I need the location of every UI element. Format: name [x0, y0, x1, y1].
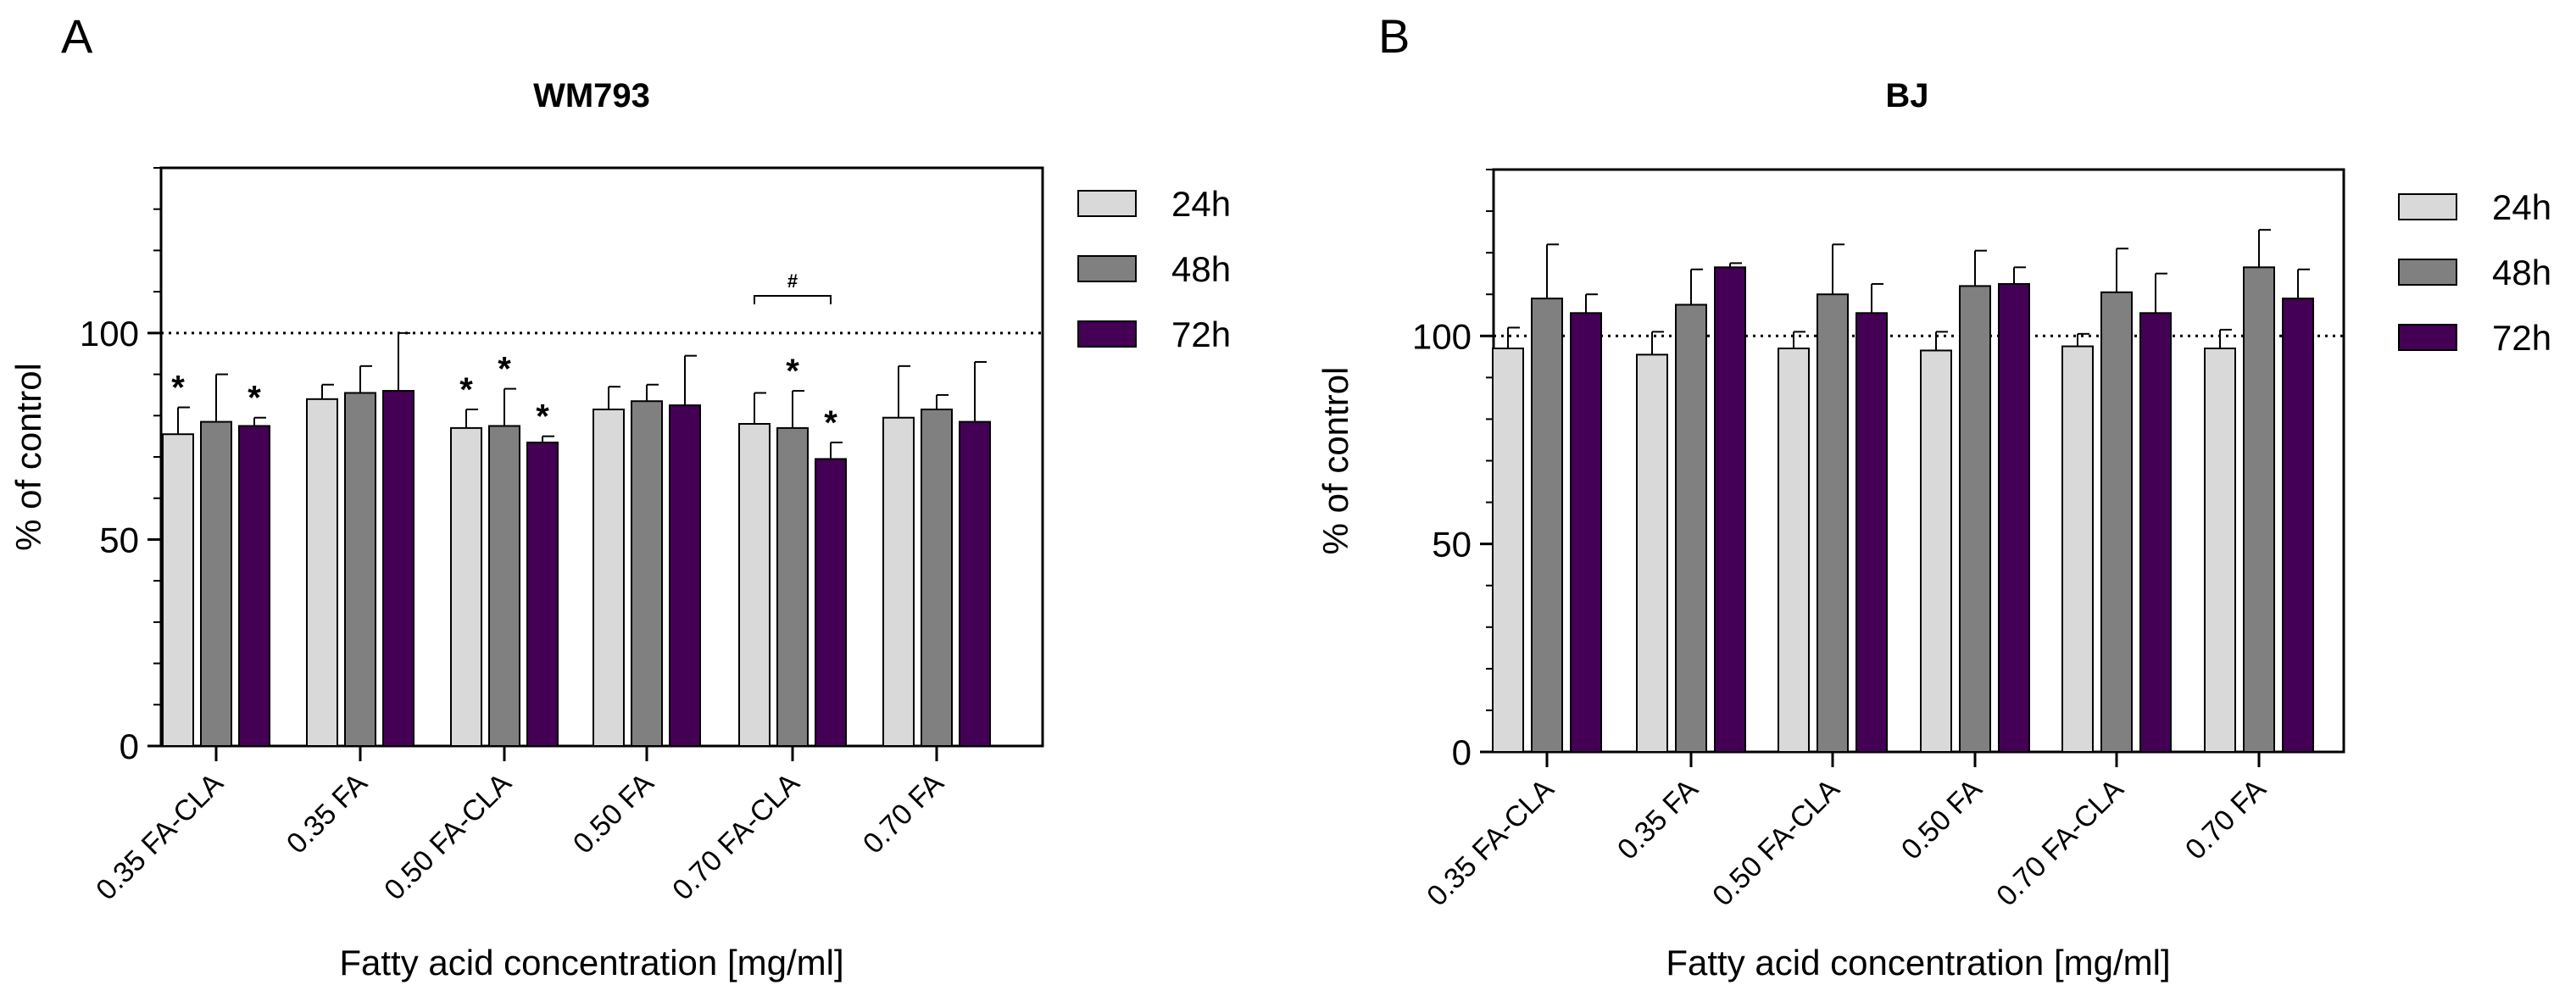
bar-24h	[2204, 348, 2236, 753]
x-axis-label: Fatty acid concentration [mg/ml]	[339, 943, 843, 983]
legend-label-24h: 24h	[2492, 187, 2551, 227]
bar-24h	[738, 423, 771, 747]
bracket-mark: #	[787, 270, 798, 292]
legend-swatch-48h	[2398, 259, 2457, 286]
bar-48h	[488, 425, 520, 747]
significance-star: *	[171, 370, 185, 407]
bar-48h	[344, 392, 376, 747]
panel-a-chart: A WM793 0 50 100 % of control 0.35 FA-CLA 0.35 …	[8, 9, 1231, 983]
x-category-label: 0.70 FA-CLA	[1990, 773, 2130, 913]
bar-48h	[1531, 298, 1563, 754]
bar-48h	[631, 400, 663, 747]
legend-swatch-48h	[1077, 255, 1137, 282]
significance-bracket	[754, 295, 832, 305]
bar-48h	[2243, 266, 2275, 753]
legend-label-48h: 48h	[2492, 253, 2551, 292]
significance-star: *	[824, 404, 837, 442]
bar-48h	[921, 408, 953, 747]
y-tick-label: 50	[1432, 525, 1472, 565]
bar-24h	[593, 408, 625, 747]
bar-72h	[526, 441, 559, 747]
bar-72h	[1570, 312, 1602, 753]
legend-label-72h: 72h	[2492, 318, 2551, 358]
bar-72h	[959, 420, 991, 747]
bar-48h	[776, 426, 809, 747]
x-category-label: 0.35 FA	[1611, 773, 1705, 866]
bar-24h	[1492, 348, 1524, 753]
bar-72h	[382, 390, 414, 747]
bar-72h	[669, 404, 701, 747]
x-category-label: 0.50 FA	[567, 767, 660, 860]
chart-title: WM793	[533, 77, 650, 114]
x-category-label: 0.70 FA	[857, 767, 950, 860]
bar-72h	[815, 458, 847, 748]
y-tick-label: 0	[120, 726, 139, 766]
x-category-label: 0.35 FA	[281, 767, 374, 860]
y-tick-label: 100	[1412, 316, 1472, 356]
x-category-label: 0.50 FA-CLA	[1706, 773, 1846, 913]
bar-24h	[1636, 353, 1668, 753]
bar-24h	[450, 426, 482, 747]
bar-72h	[2139, 312, 2172, 753]
bar-72h	[2282, 298, 2314, 754]
legend-swatch-24h	[1077, 190, 1137, 217]
x-category-label: 0.70 FA	[2179, 773, 2273, 866]
x-category-label: 0.50 FA	[1895, 773, 1989, 866]
bar-24h	[1920, 349, 1952, 753]
bar-24h	[306, 398, 338, 747]
bar-24h	[162, 433, 194, 747]
panel-label: A	[61, 9, 93, 63]
legend-swatch-72h	[2398, 324, 2457, 351]
x-category-label: 0.35 FA-CLA	[90, 767, 230, 907]
bar-48h	[1959, 285, 1991, 753]
legend-label-72h: 72h	[1171, 315, 1231, 354]
legend-swatch-72h	[1077, 320, 1137, 348]
y-tick-label: 50	[99, 520, 139, 559]
x-category-label: 0.50 FA-CLA	[378, 767, 518, 907]
y-axis-label: % of control	[8, 363, 48, 551]
bar-72h	[1855, 312, 1888, 753]
bar-72h	[1714, 266, 1746, 753]
significance-star: *	[536, 398, 549, 436]
x-axis-label: Fatty acid concentration [mg/ml]	[1666, 943, 2170, 983]
legend-label-48h: 48h	[1171, 249, 1231, 289]
bar-72h	[238, 425, 270, 747]
bar-48h	[1675, 303, 1707, 754]
significance-star: *	[786, 353, 799, 390]
bar-24h	[1778, 348, 1810, 753]
significance-star: *	[459, 371, 473, 409]
bar-72h	[1998, 282, 2030, 754]
y-tick-label: 100	[80, 314, 139, 353]
chart-title: BJ	[1885, 77, 1928, 114]
bar-24h	[882, 416, 915, 747]
bar-48h	[2100, 291, 2133, 753]
x-category-label: 0.70 FA-CLA	[666, 767, 806, 907]
y-axis-label: % of control	[1316, 367, 1355, 555]
x-category-label: 0.35 FA-CLA	[1421, 773, 1561, 913]
y-tick-label: 0	[1452, 732, 1472, 772]
significance-star: *	[248, 380, 261, 417]
bar-48h	[1817, 293, 1849, 753]
legend-label-24h: 24h	[1171, 184, 1231, 224]
bar-24h	[2061, 345, 2094, 753]
panel-label: B	[1378, 9, 1410, 63]
bar-48h	[200, 420, 232, 747]
significance-star: *	[498, 351, 511, 388]
legend-swatch-24h	[2398, 193, 2457, 220]
